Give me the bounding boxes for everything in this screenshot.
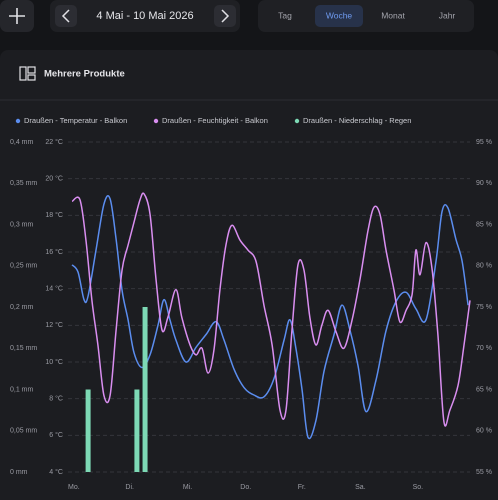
- layout-icon: [19, 66, 36, 81]
- y3-tick-label: 0,4 mm: [10, 139, 34, 146]
- legend-dot: [15, 118, 21, 124]
- prev-icon: [61, 9, 70, 23]
- tab[interactable]: Tag: [278, 10, 292, 20]
- y-tick-label: 18 °C: [45, 211, 63, 219]
- series-line: [71, 195, 469, 440]
- card-title: Mehrere Produkte: [44, 69, 125, 80]
- legend-dot: [153, 118, 159, 124]
- tab-label: Jahr: [439, 10, 456, 20]
- x-tick-label: So.: [413, 484, 424, 491]
- y2-tick-label: 95 %: [476, 139, 492, 146]
- y2-tick-label: 70 %: [476, 345, 492, 352]
- y3-tick-label: 0,1 mm: [10, 386, 34, 393]
- y3-tick-label: 0,25 mm: [10, 263, 37, 270]
- precip-bar: [85, 389, 91, 472]
- tab[interactable]: Jahr: [439, 10, 456, 20]
- y2-tick-label: 75 %: [476, 304, 492, 311]
- y3-tick-label: 0,05 mm: [10, 428, 37, 435]
- y-tick-label: 10 °C: [45, 358, 63, 366]
- icon-part: [19, 66, 27, 81]
- y3-tick-label: 0 mm: [10, 469, 28, 476]
- x-tick-label: Mi.: [183, 484, 192, 491]
- tab-label: Woche: [326, 10, 353, 20]
- precip-bar: [142, 307, 148, 472]
- y2-tick-label: 85 %: [476, 221, 492, 228]
- next-bg: [214, 5, 236, 27]
- next-icon: [221, 9, 230, 23]
- y3-tick-label: 0,15 mm: [10, 345, 37, 352]
- y3-tick-label: 0,3 mm: [10, 221, 34, 228]
- precip-bar: [134, 389, 140, 472]
- series-line: [71, 192, 471, 427]
- y2-tick-label: 80 %: [476, 263, 492, 270]
- y3-tick-label: 0,2 mm: [10, 304, 34, 311]
- y-tick-label: 22 °C: [45, 138, 63, 146]
- x-tick-label: Do.: [240, 484, 251, 491]
- y-tick-label: 4 °C: [49, 468, 63, 476]
- y2-tick-label: 65 %: [476, 386, 492, 393]
- x-tick-label: Sa.: [355, 484, 366, 491]
- prev-bg: [55, 5, 77, 27]
- icon-part: [27, 66, 36, 74]
- y-tick-label: 6 °C: [49, 431, 63, 439]
- legend-label: Draußen - Temperatur - Balkon: [24, 116, 127, 125]
- y2-tick-label: 90 %: [476, 180, 492, 187]
- legend-label: Draußen - Niederschlag - Regen: [303, 116, 411, 125]
- legend-label: Draußen - Feuchtigkeit - Balkon: [162, 116, 268, 125]
- add-button[interactable]: [0, 0, 34, 32]
- tab[interactable]: Monat: [381, 10, 405, 20]
- icon-part: [27, 74, 36, 81]
- y2-tick-label: 60 %: [476, 428, 492, 435]
- next-button[interactable]: [214, 5, 236, 27]
- tab[interactable]: Woche: [315, 5, 363, 27]
- y-tick-label: 16 °C: [45, 248, 63, 256]
- y-tick-label: 8 °C: [49, 395, 63, 403]
- tab-active-bg: [315, 5, 363, 27]
- chart: Draußen - Temperatur - Balkon Draußen - F…: [10, 116, 492, 491]
- date-range: 4 Mai - 10 Mai 2026: [96, 10, 193, 22]
- x-tick-label: Mo.: [68, 484, 80, 491]
- x-tick-label: Di.: [125, 484, 134, 491]
- plus-icon: [9, 8, 25, 24]
- y-tick-label: 12 °C: [45, 321, 63, 329]
- tab-label: Monat: [381, 10, 405, 20]
- tab-group: [258, 0, 474, 32]
- y-tick-label: 14 °C: [45, 285, 63, 293]
- prev-button[interactable]: [55, 5, 77, 27]
- y3-tick-label: 0,35 mm: [10, 180, 37, 187]
- y2-tick-label: 55 %: [476, 469, 492, 476]
- x-tick-label: Fr.: [298, 484, 306, 491]
- y-tick-label: 20 °C: [45, 175, 63, 183]
- date-nav: [50, 0, 240, 32]
- tab-label: Tag: [278, 10, 292, 20]
- legend-dot: [294, 118, 300, 124]
